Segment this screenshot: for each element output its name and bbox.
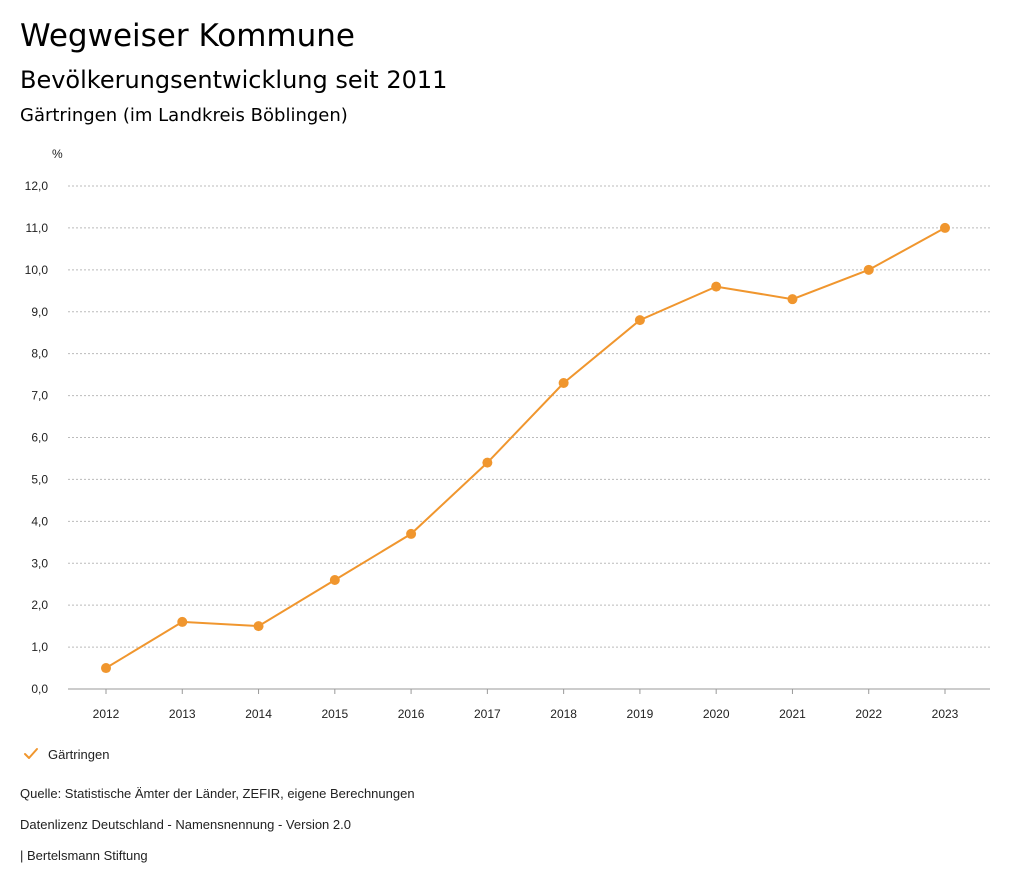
y-tick-label: 5,0	[31, 472, 48, 486]
y-tick-label: 7,0	[31, 389, 48, 403]
data-point[interactable]	[177, 616, 188, 627]
data-point[interactable]	[787, 294, 798, 305]
x-tick-label: 2017	[474, 707, 501, 721]
legend-label: Gärtringen	[48, 746, 110, 762]
x-tick-label: 2013	[169, 707, 196, 721]
y-tick-label: 6,0	[31, 431, 48, 445]
x-tick-label: 2023	[932, 707, 959, 721]
y-tick-label: 8,0	[31, 347, 48, 361]
data-point[interactable]	[101, 663, 111, 674]
y-axis-unit: %	[52, 147, 63, 161]
data-point[interactable]	[253, 621, 264, 632]
data-point[interactable]	[329, 575, 340, 586]
data-point[interactable]	[863, 264, 874, 275]
data-point[interactable]	[711, 281, 722, 292]
y-tick-label: 4,0	[31, 514, 48, 528]
line-chart: % 0,0 1,0 2,0 3,0 4,0 5,0 6,0 7,0 8,0 9,0 10,0 11,0…	[25, 147, 990, 721]
x-tick-label: 2014	[245, 707, 272, 721]
data-point[interactable]	[634, 315, 645, 326]
x-tick-label: 2022	[855, 707, 882, 721]
y-tick-label: 9,0	[31, 305, 48, 319]
chart-subtitle: Bevölkerungsentwicklung seit 2011	[20, 66, 448, 94]
data-point[interactable]	[558, 378, 569, 389]
y-tick-label: 12,0	[25, 179, 49, 193]
x-tick-label: 2020	[703, 707, 730, 721]
y-tick-label: 1,0	[31, 640, 48, 654]
region-title: Gärtringen (im Landkreis Böblingen)	[20, 105, 348, 126]
source-note: Quelle: Statistische Ämter der Länder, Z…	[20, 786, 415, 801]
x-tick-label: 2012	[93, 707, 120, 721]
y-tick-label: 0,0	[31, 682, 48, 696]
page-title: Wegweiser Kommune	[20, 18, 355, 54]
series-line	[105, 227, 946, 669]
y-tick-label: 3,0	[31, 556, 48, 570]
x-tick-label: 2019	[627, 707, 654, 721]
y-tick-label: 2,0	[31, 598, 48, 612]
data-point[interactable]	[406, 528, 417, 539]
y-tick-label: 10,0	[25, 263, 49, 277]
x-tick-label: 2015	[321, 707, 348, 721]
check-icon[interactable]	[22, 746, 40, 762]
x-tick-label: 2021	[779, 707, 806, 721]
publisher-note: | Bertelsmann Stiftung	[20, 848, 148, 863]
legend[interactable]: Gärtringen	[22, 746, 109, 762]
license-note: Datenlizenz Deutschland - Namensnennung …	[20, 817, 351, 832]
data-point[interactable]	[482, 457, 493, 468]
x-tick-label: 2018	[550, 707, 577, 721]
data-point[interactable]	[940, 222, 950, 233]
x-tick-label: 2016	[398, 707, 425, 721]
y-tick-label: 11,0	[26, 221, 49, 235]
